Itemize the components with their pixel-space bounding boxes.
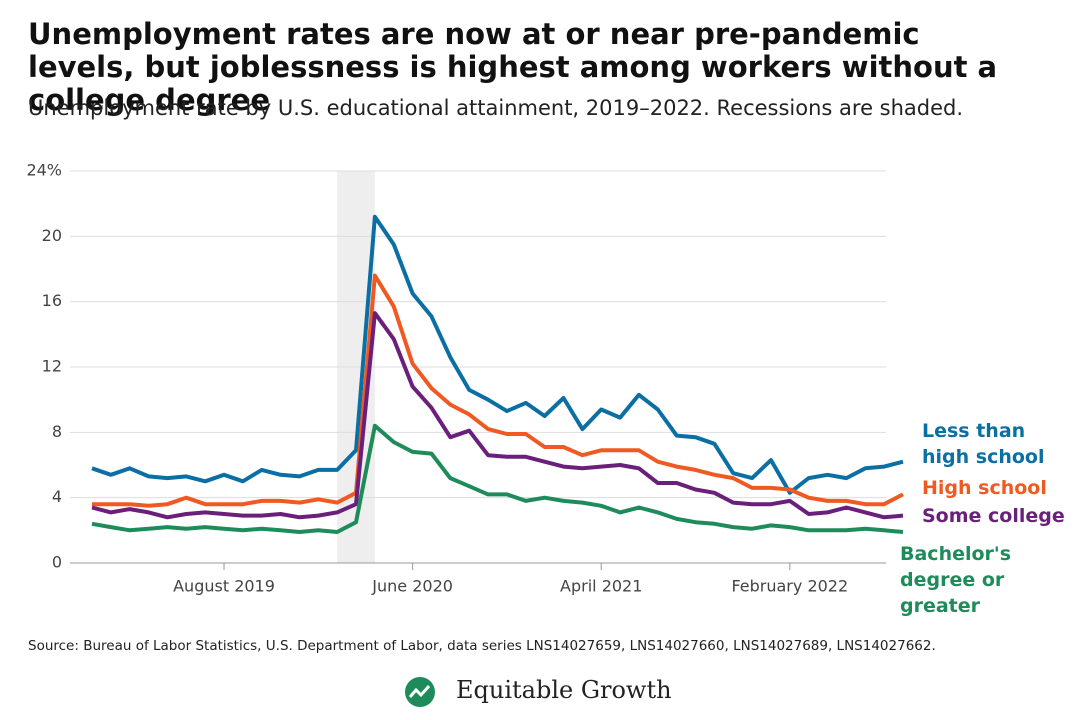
x-tick-label: February 2022 (731, 577, 848, 596)
y-tick-label: 0 (52, 553, 62, 572)
series-label: Bachelor's degree or greater (900, 543, 1012, 617)
series-line (91, 423, 904, 534)
y-tick-label: 16 (42, 291, 62, 310)
y-tick-label: 12 (42, 357, 62, 376)
y-tick-label: 4 (52, 487, 62, 506)
x-tick-label: August 2019 (173, 577, 275, 596)
chart-title: Unemployment rates are now at or near pr… (28, 17, 998, 117)
series-line (92, 273, 904, 508)
x-tick-label: April 2021 (560, 577, 642, 596)
y-tick-label: 24% (26, 161, 62, 180)
logo (405, 677, 435, 707)
series-label: Some college (922, 505, 1065, 527)
series-line (91, 214, 904, 495)
series-label: Less than high school (922, 420, 1045, 468)
brand-name: Equitable Growth (456, 676, 672, 704)
y-tick-label: 8 (52, 422, 62, 441)
series-label: High school (922, 477, 1047, 499)
chart-subtitle: Unemployment rate by U.S. educational at… (28, 96, 964, 120)
series-line (91, 311, 904, 520)
y-tick-label: 20 (42, 226, 62, 245)
source-note: Source: Bureau of Labor Statistics, U.S.… (28, 638, 936, 654)
x-tick-label: June 2020 (371, 577, 453, 596)
